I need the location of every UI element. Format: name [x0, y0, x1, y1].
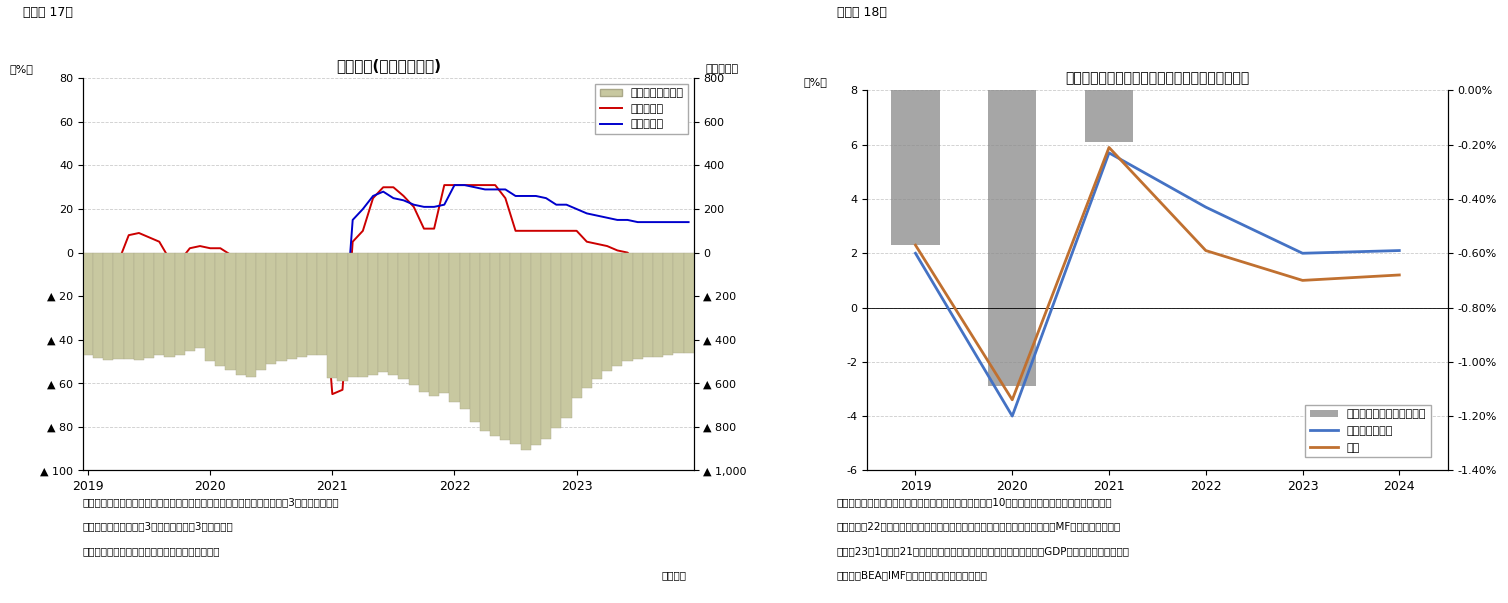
- Text: （図表 17）: （図表 17）: [23, 6, 72, 19]
- Bar: [449, 253, 460, 402]
- Bar: [572, 253, 582, 399]
- Bar: [541, 253, 552, 439]
- Bar: [164, 253, 175, 357]
- Title: 貿易収支(財・サービス): 貿易収支(財・サービス): [336, 58, 440, 73]
- Bar: [195, 253, 205, 349]
- Text: もの。22年以降は米国はニッセイ基礎研究所の見通し、それ以外の国はMFの世界経済見通し: もの。22年以降は米国はニッセイ基礎研究所の見通し、それ以外の国はMFの世界経済…: [837, 522, 1120, 532]
- Bar: [612, 253, 623, 366]
- Bar: [216, 253, 226, 366]
- Bar: [561, 253, 572, 418]
- Legend: 外需成長率寄与度（右軸）, 輸出相手国平均, 米国: 外需成長率寄与度（右軸）, 輸出相手国平均, 米国: [1306, 405, 1431, 457]
- Bar: [988, 90, 1036, 387]
- Bar: [184, 253, 195, 350]
- Bar: [205, 253, 216, 361]
- Title: 米国の輸出相手国の成長率と外需の成長率寄与度: 米国の輸出相手国の成長率と外需の成長率寄与度: [1065, 71, 1250, 85]
- Bar: [510, 253, 520, 444]
- Bar: [154, 253, 164, 355]
- Bar: [460, 253, 469, 409]
- Bar: [347, 253, 357, 377]
- Bar: [470, 253, 480, 423]
- Bar: [673, 253, 683, 353]
- Bar: [623, 253, 633, 361]
- Bar: [134, 253, 143, 361]
- Bar: [327, 253, 338, 378]
- Bar: [368, 253, 379, 374]
- Bar: [520, 253, 531, 450]
- Bar: [379, 253, 388, 372]
- Bar: [113, 253, 124, 359]
- Bar: [308, 253, 317, 355]
- Text: （%）: （%）: [9, 65, 33, 74]
- Text: （注）輸出相手国平均は米国の財・サービス輸出相手国10ヵ国の成長率を輸出額で加重平均した: （注）輸出相手国平均は米国の財・サービス輸出相手国10ヵ国の成長率を輸出額で加重…: [837, 497, 1113, 508]
- Text: （23年1月）と21年の輸出額から試算。外需成長率寄与度は実質GDPにおける外需の寄与度: （23年1月）と21年の輸出額から試算。外需成長率寄与度は実質GDPにおける外需…: [837, 546, 1129, 556]
- Bar: [287, 253, 297, 359]
- Text: （億ドル）: （億ドル）: [706, 65, 739, 74]
- Bar: [582, 253, 591, 388]
- Text: 輸出入伸び率は、3ヵ月移動平均、3ヵ月前比。: 輸出入伸び率は、3ヵ月移動平均、3ヵ月前比。: [83, 522, 234, 532]
- Bar: [653, 253, 664, 357]
- Text: （資料）センサス局よりニッセイ基礎研究所作成: （資料）センサス局よりニッセイ基礎研究所作成: [83, 546, 220, 556]
- Bar: [83, 253, 93, 355]
- Bar: [480, 253, 490, 431]
- Bar: [419, 253, 428, 392]
- Bar: [256, 253, 265, 370]
- Bar: [439, 253, 449, 393]
- Bar: [297, 253, 306, 357]
- Bar: [664, 253, 673, 355]
- Bar: [265, 253, 276, 364]
- Text: （資料）BEA、IMFよりニッセイ基礎研究所作成: （資料）BEA、IMFよりニッセイ基礎研究所作成: [837, 570, 988, 580]
- Text: （%）: （%）: [804, 77, 826, 87]
- Bar: [124, 253, 134, 359]
- Bar: [143, 253, 154, 358]
- Bar: [591, 253, 602, 379]
- Bar: [317, 253, 327, 355]
- Bar: [246, 253, 256, 377]
- Bar: [103, 253, 113, 361]
- Bar: [642, 253, 653, 357]
- Legend: 貿易収支（右軸）, 輸出伸び率, 輸入伸び率: 貿易収支（右軸）, 輸出伸び率, 輸入伸び率: [596, 84, 688, 134]
- Bar: [428, 253, 439, 396]
- Bar: [357, 253, 368, 377]
- Bar: [226, 253, 235, 370]
- Text: （注）季節調整済、国際収支統計ベースの財およびサービス貿易の合計、3ヵ月移動平均。: （注）季節調整済、国際収支統計ベースの財およびサービス貿易の合計、3ヵ月移動平均…: [83, 497, 339, 508]
- Bar: [501, 253, 510, 440]
- Bar: [1084, 90, 1133, 142]
- Bar: [389, 253, 398, 374]
- Bar: [276, 253, 287, 361]
- Bar: [602, 253, 612, 371]
- Bar: [633, 253, 642, 359]
- Bar: [93, 253, 103, 358]
- Bar: [552, 253, 561, 428]
- Bar: [338, 253, 347, 381]
- Bar: [409, 253, 419, 385]
- Text: （月次）: （月次）: [661, 570, 686, 580]
- Text: （図表 18）: （図表 18）: [837, 6, 887, 19]
- Bar: [175, 253, 184, 355]
- Bar: [531, 253, 541, 445]
- Bar: [398, 253, 409, 379]
- Bar: [235, 253, 246, 374]
- Bar: [683, 253, 694, 353]
- Bar: [490, 253, 501, 435]
- Bar: [891, 90, 939, 245]
